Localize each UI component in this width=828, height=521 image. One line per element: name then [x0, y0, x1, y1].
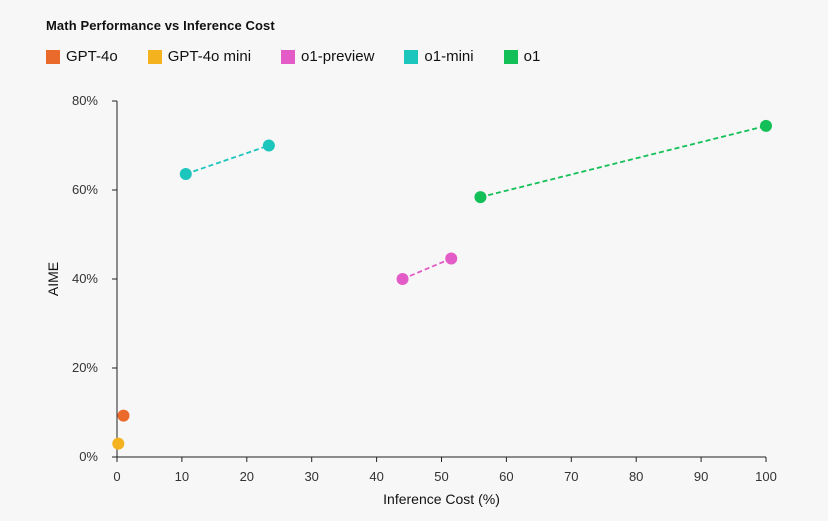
legend-label-o1-mini: o1-mini — [424, 48, 474, 65]
data-point-o1-preview-0[interactable] — [396, 273, 409, 285]
x-tick-label: 30 — [304, 469, 318, 484]
legend-swatch-gpt-4o — [46, 49, 60, 64]
x-axis-label: Inference Cost (%) — [383, 491, 500, 507]
series-line-o1-preview — [402, 257, 452, 280]
legend-item-gpt-4o-mini[interactable]: GPT-4o mini — [147, 48, 252, 65]
legend-item-o1-preview[interactable]: o1-preview — [281, 48, 374, 65]
x-tick-label: 50 — [434, 469, 448, 484]
x-tick-label: 80 — [629, 469, 643, 484]
y-axis-ticks: 0% 20% 40% 60% 80% — [72, 93, 117, 464]
data-point-gpt-4o-0[interactable] — [117, 409, 130, 422]
legend-item-gpt-4o[interactable]: GPT-4o — [46, 48, 118, 65]
series-line-o1 — [480, 125, 767, 198]
data-point-o1-preview-1[interactable] — [445, 252, 458, 265]
series-points — [112, 119, 772, 450]
data-point-o1-1[interactable] — [760, 119, 772, 132]
legend-label-o1: o1 — [523, 48, 541, 65]
legend-label-gpt-4o-mini: GPT-4o mini — [167, 48, 252, 65]
y-tick-label: 80% — [72, 93, 98, 108]
x-tick-label: 90 — [694, 469, 708, 484]
x-tick-label: 70 — [564, 469, 578, 484]
series-lines — [185, 125, 767, 280]
x-tick-label: 60 — [499, 469, 513, 484]
x-tick-label: 0 — [113, 469, 120, 484]
legend-swatch-o1 — [503, 49, 518, 64]
legend: GPT-4o GPT-4o mini o1-preview o1-mini o1 — [46, 48, 570, 65]
y-tick-label: 0% — [79, 449, 98, 464]
y-tick-label: 60% — [72, 182, 98, 197]
data-point-o1-mini-1[interactable] — [262, 139, 275, 152]
legend-label-o1-preview: o1-preview — [301, 48, 375, 65]
series-line-o1-mini — [185, 144, 270, 175]
x-tick-label: 100 — [755, 469, 777, 484]
legend-item-o1[interactable]: o1 — [503, 48, 541, 65]
x-tick-label: 20 — [240, 469, 254, 484]
chart-title: Math Performance vs Inference Cost — [46, 18, 275, 33]
data-point-o1-0[interactable] — [474, 191, 487, 204]
legend-item-o1-mini[interactable]: o1-mini — [404, 48, 474, 65]
data-point-o1-mini-0[interactable] — [179, 167, 192, 180]
legend-label-gpt-4o: GPT-4o — [66, 48, 118, 65]
legend-swatch-o1-preview — [281, 49, 296, 64]
y-tick-label: 20% — [72, 360, 98, 375]
y-axis-label: AIME — [45, 262, 61, 296]
x-tick-label: 40 — [369, 469, 383, 484]
x-tick-label: 10 — [175, 469, 189, 484]
legend-swatch-o1-mini — [404, 49, 419, 64]
x-axis-ticks: 0 10 20 30 40 50 60 70 80 90 100 — [113, 457, 777, 484]
legend-swatch-gpt-4o-mini — [147, 49, 162, 64]
y-tick-label: 40% — [72, 271, 98, 286]
data-point-gpt-4o-mini-0[interactable] — [112, 437, 125, 450]
